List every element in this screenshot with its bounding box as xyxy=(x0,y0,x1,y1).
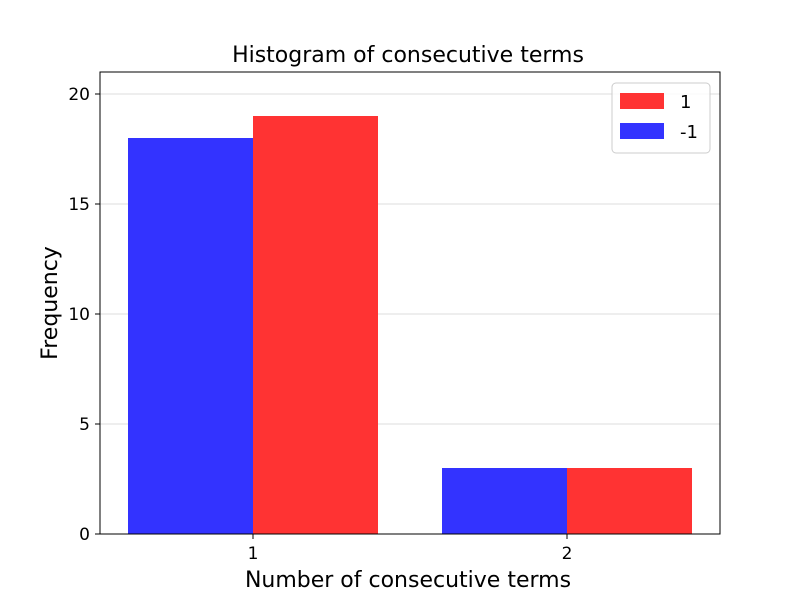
bar-series-1-cat-1 xyxy=(253,116,378,534)
legend-swatch--1 xyxy=(620,123,664,139)
plot-frame xyxy=(99,71,721,535)
bar-series--1-cat-2 xyxy=(442,468,567,534)
x-tick-label: 1 xyxy=(248,544,259,564)
x-axis-label: Number of consecutive terms xyxy=(245,568,571,593)
bar-series--1-cat-1 xyxy=(128,138,253,534)
legend-label-1: 1 xyxy=(680,92,691,113)
y-tick-label: 15 xyxy=(68,195,90,215)
y-tick-label: 5 xyxy=(79,415,90,435)
x-tick-label: 2 xyxy=(562,544,573,564)
legend-swatch-1 xyxy=(620,93,664,109)
legend-label--1: -1 xyxy=(680,122,698,143)
bars xyxy=(128,116,692,534)
y-tick-label: 0 xyxy=(79,525,90,545)
chart-title: Histogram of consecutive terms xyxy=(232,43,584,68)
y-axis-label: Frequency xyxy=(38,246,63,360)
y-axis-ticks: 0 5 10 15 20 xyxy=(68,85,100,545)
legend: 1-1 xyxy=(611,82,711,154)
y-tick-label: 10 xyxy=(68,305,90,325)
bar-series-1-cat-2 xyxy=(567,468,692,534)
y-tick-label: 20 xyxy=(68,85,90,105)
